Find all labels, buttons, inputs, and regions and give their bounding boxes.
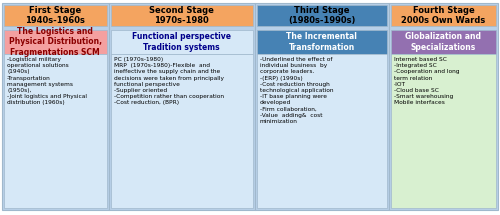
Text: -Logistical military
operational solutions
(1940s)
-Transportation
management sy: -Logistical military operational solutio… bbox=[7, 57, 87, 105]
Bar bbox=[257, 54, 387, 208]
Text: First Stage
1940s-1960s: First Stage 1940s-1960s bbox=[26, 6, 86, 25]
Bar bbox=[257, 5, 387, 26]
Text: The Logistics and
Physical Distribution,
Fragmentations SCM: The Logistics and Physical Distribution,… bbox=[9, 27, 102, 57]
Text: Fourth Stage
2000s Own Wards: Fourth Stage 2000s Own Wards bbox=[402, 6, 485, 25]
Text: -Underlined the effect of
individual business  by
corporate leaders.
-(ERP) (199: -Underlined the effect of individual bus… bbox=[260, 57, 334, 124]
Bar bbox=[391, 54, 496, 208]
Bar bbox=[4, 54, 106, 208]
Bar bbox=[110, 5, 253, 26]
Bar bbox=[4, 30, 106, 54]
Bar bbox=[257, 30, 387, 54]
Text: Second Stage
1970s-1980: Second Stage 1970s-1980 bbox=[150, 6, 214, 25]
Bar bbox=[389, 3, 498, 210]
Bar bbox=[391, 30, 496, 54]
Bar bbox=[110, 30, 253, 54]
Text: Internet based SC
-Integrated SC
-Cooperation and long
term relation
-IOT
-Cloud: Internet based SC -Integrated SC -Cooper… bbox=[394, 57, 460, 105]
Text: Globalization and
Specializations: Globalization and Specializations bbox=[406, 32, 481, 52]
Text: The Incremental
Transformation: The Incremental Transformation bbox=[286, 32, 358, 52]
Text: PC (1970s-1980)
MRP  (1970s-1980)-Flexible  and
ineffective the supply chain and: PC (1970s-1980) MRP (1970s-1980)-Flexibl… bbox=[114, 57, 224, 105]
Bar bbox=[110, 54, 253, 208]
Bar bbox=[2, 3, 108, 210]
Text: Functional perspective
Tradition systems: Functional perspective Tradition systems bbox=[132, 32, 232, 52]
Bar bbox=[108, 3, 255, 210]
Bar bbox=[391, 5, 496, 26]
Bar bbox=[255, 3, 389, 210]
Text: Third Stage
(1980s-1990s): Third Stage (1980s-1990s) bbox=[288, 6, 356, 25]
Bar bbox=[4, 5, 106, 26]
